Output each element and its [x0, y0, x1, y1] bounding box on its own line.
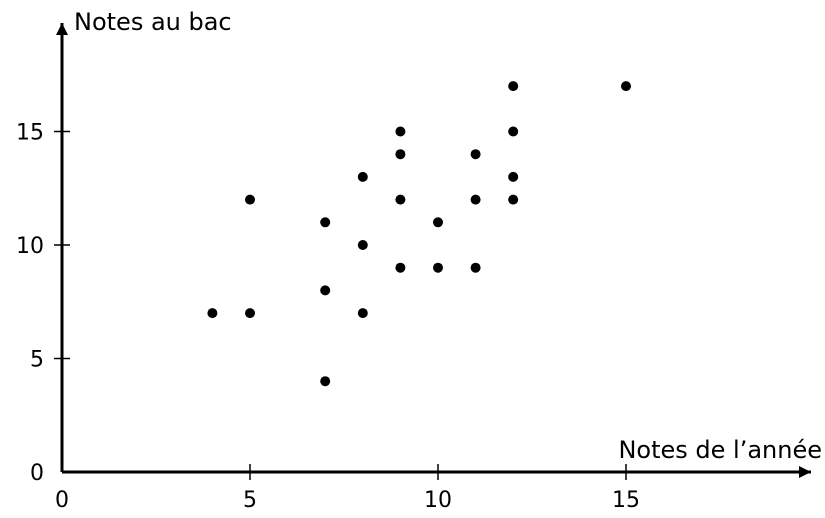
data-point: [395, 149, 406, 160]
data-point: [357, 308, 368, 319]
data-point: [395, 194, 406, 205]
axes: [56, 23, 811, 478]
data-point: [395, 126, 406, 137]
data-point: [508, 194, 519, 205]
x-axis-arrowhead: [799, 466, 811, 478]
data-point: [508, 171, 519, 182]
data-point: [508, 81, 519, 92]
y-axis-arrowhead: [56, 23, 68, 35]
data-point: [207, 308, 218, 319]
data-point: [470, 262, 481, 273]
data-point: [395, 262, 406, 273]
x-axis-title: Notes de l’année: [618, 436, 822, 464]
x-ticks: 0 5 10 15: [55, 464, 640, 513]
data-point: [357, 171, 368, 182]
y-tick-label: 15: [16, 121, 44, 146]
data-point: [508, 126, 519, 137]
y-tick-label: 0: [30, 461, 44, 486]
y-ticks: 0 5 10 15: [16, 121, 70, 486]
data-point: [357, 240, 368, 250]
y-tick-label: 5: [30, 348, 44, 373]
y-axis-title: Notes au bac: [74, 8, 232, 36]
x-tick-label: 0: [55, 488, 69, 513]
data-point: [245, 308, 255, 319]
x-tick-label: 5: [243, 488, 257, 513]
data-point: [320, 217, 331, 228]
data-point: [433, 217, 443, 228]
data-point: [470, 149, 481, 160]
y-tick-label: 10: [16, 234, 44, 259]
data-point: [433, 262, 443, 273]
x-tick-label: 15: [612, 488, 640, 513]
data-point: [320, 285, 331, 296]
data-point: [320, 376, 331, 387]
data-point: [245, 194, 255, 205]
data-point: [470, 194, 481, 205]
x-tick-label: 10: [424, 488, 452, 513]
data-points: [207, 81, 631, 387]
data-point: [621, 81, 631, 92]
